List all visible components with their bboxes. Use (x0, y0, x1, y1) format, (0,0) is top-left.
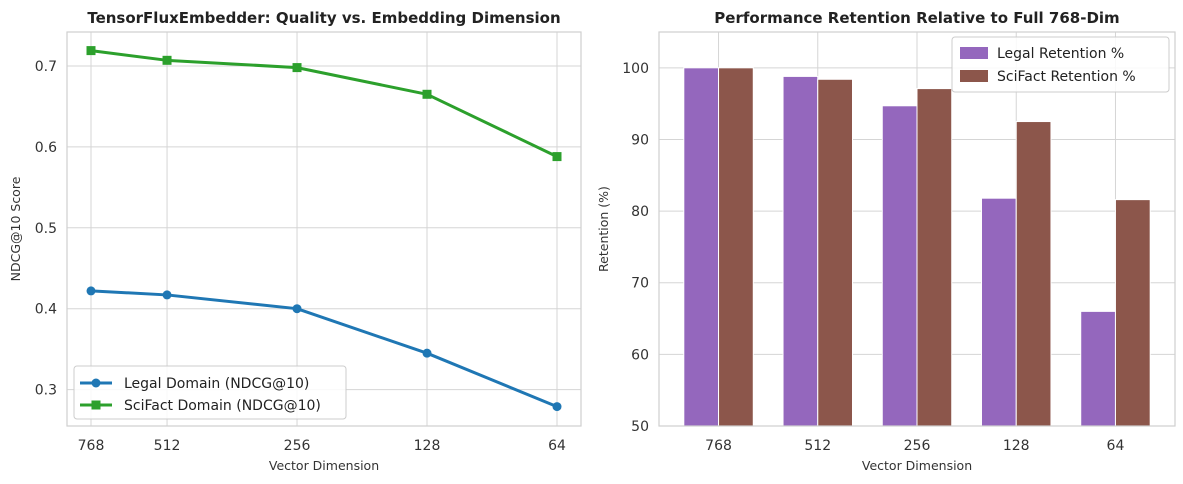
left-chart-title: TensorFluxEmbedder: Quality vs. Embeddin… (87, 9, 560, 27)
left-x-tick-label: 64 (548, 438, 566, 454)
left-legend: Legal Domain (NDCG@10) SciFact Domain (ND… (73, 365, 347, 420)
bar (881, 105, 918, 427)
data-point (552, 402, 562, 412)
legend-swatch (960, 70, 988, 82)
bar (1015, 121, 1052, 427)
legend-entry: SciFact Retention % (960, 69, 1136, 85)
left-series-scifact (86, 46, 562, 162)
legend-entry: Legal Retention % (960, 46, 1124, 62)
left-ticks: 0.3 0.4 0.5 0.6 0.7 768 512 256 128 64 (35, 59, 566, 454)
right-series-legal (683, 67, 1116, 427)
right-chart-title: Performance Retention Relative to Full 7… (714, 9, 1119, 27)
legend-swatch (960, 47, 988, 59)
right-ticks: 50 60 70 80 90 100 768 512 256 128 64 (622, 61, 1124, 454)
data-point (422, 348, 432, 358)
legend-marker (91, 400, 101, 410)
left-y-tick-label: 0.4 (35, 302, 57, 318)
left-x-tick-label: 256 (284, 438, 311, 454)
legend-label: Legal Domain (NDCG@10) (124, 376, 309, 392)
right-y-tick-label: 50 (631, 419, 649, 435)
bar (782, 75, 819, 427)
bar (718, 67, 754, 427)
right-legend: Legal Retention % SciFact Retention % (951, 36, 1170, 93)
left-x-tick-label: 768 (78, 438, 105, 454)
bar (1080, 310, 1116, 427)
left-legend-items: Legal Domain (NDCG@10) SciFact Domain (ND… (80, 376, 321, 414)
right-y-tick-label: 100 (622, 61, 649, 77)
data-point (86, 286, 96, 296)
right-legend-box (951, 36, 1170, 93)
left-chart: TensorFluxEmbedder: Quality vs. Embeddin… (8, 9, 582, 473)
left-grid (67, 32, 581, 426)
bar (1114, 199, 1151, 427)
right-bars-layer (683, 67, 1151, 427)
left-x-tick-label: 512 (154, 438, 181, 454)
right-plot-frame (658, 31, 1176, 427)
right-y-tick-label: 90 (631, 132, 649, 148)
legend-label: Legal Retention % (997, 46, 1124, 62)
left-y-tick-label: 0.7 (35, 59, 57, 75)
right-series-scifact (718, 67, 1151, 427)
data-point (292, 63, 302, 73)
right-x-tick-label: 512 (804, 438, 831, 454)
bar (981, 197, 1017, 427)
right-legend-items: Legal Retention % SciFact Retention % (960, 46, 1136, 85)
right-y-tick-label: 80 (631, 204, 649, 220)
right-y-tick-label: 70 (631, 276, 649, 292)
legend-marker (91, 378, 101, 388)
data-point (162, 290, 172, 300)
data-point (86, 46, 96, 56)
right-x-axis-label: Vector Dimension (862, 458, 972, 473)
legend-label: SciFact Domain (NDCG@10) (124, 398, 321, 414)
right-y-tick-label: 60 (631, 347, 649, 363)
left-y-tick-label: 0.5 (35, 221, 57, 237)
legend-entry: Legal Domain (NDCG@10) (80, 376, 309, 392)
left-x-axis-label: Vector Dimension (269, 458, 379, 473)
left-y-axis-label: NDCG@10 Score (8, 176, 23, 281)
right-chart: Performance Retention Relative to Full 7… (596, 9, 1176, 473)
right-x-tick-label: 256 (904, 438, 931, 454)
right-x-tick-label: 64 (1107, 438, 1125, 454)
bar (817, 78, 853, 427)
series-line (90, 49, 558, 158)
right-x-tick-label: 128 (1003, 438, 1030, 454)
left-series-layer (86, 46, 562, 412)
left-legend-box (73, 365, 347, 420)
data-point (292, 304, 302, 314)
data-point (162, 55, 172, 65)
left-x-tick-label: 128 (414, 438, 441, 454)
left-y-tick-label: 0.3 (35, 383, 57, 399)
left-y-tick-label: 0.6 (35, 140, 57, 156)
data-point (552, 152, 562, 162)
legend-entry: SciFact Domain (NDCG@10) (80, 398, 321, 414)
bar (683, 67, 720, 427)
legend-label: SciFact Retention % (997, 69, 1136, 85)
left-plot-frame (66, 31, 582, 427)
right-y-axis-label: Retention (%) (596, 186, 611, 272)
left-series-legal (86, 286, 562, 412)
data-point (422, 89, 432, 99)
right-x-tick-label: 768 (705, 438, 732, 454)
bar (916, 88, 953, 427)
